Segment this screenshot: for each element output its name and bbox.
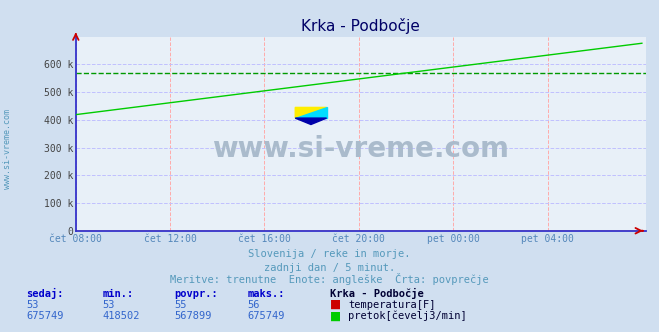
Text: Krka - Podbočje: Krka - Podbočje bbox=[330, 288, 423, 299]
Text: temperatura[F]: temperatura[F] bbox=[348, 300, 436, 310]
Text: maks.:: maks.: bbox=[247, 289, 285, 299]
Text: min.:: min.: bbox=[102, 289, 133, 299]
Polygon shape bbox=[295, 118, 327, 124]
Text: Meritve: trenutne  Enote: angleške  Črta: povprečje: Meritve: trenutne Enote: angleške Črta: … bbox=[170, 273, 489, 285]
Text: 55: 55 bbox=[175, 300, 187, 310]
Text: ■: ■ bbox=[330, 298, 341, 311]
Title: Krka - Podbočje: Krka - Podbočje bbox=[301, 18, 420, 34]
Text: 675749: 675749 bbox=[26, 311, 64, 321]
Polygon shape bbox=[295, 108, 327, 118]
Text: 567899: 567899 bbox=[175, 311, 212, 321]
Polygon shape bbox=[295, 108, 327, 118]
Text: 675749: 675749 bbox=[247, 311, 285, 321]
Text: ■: ■ bbox=[330, 309, 341, 322]
Text: 53: 53 bbox=[26, 300, 39, 310]
Text: Slovenija / reke in morje.: Slovenija / reke in morje. bbox=[248, 249, 411, 259]
Text: povpr.:: povpr.: bbox=[175, 289, 218, 299]
Text: www.si-vreme.com: www.si-vreme.com bbox=[3, 110, 13, 189]
Text: zadnji dan / 5 minut.: zadnji dan / 5 minut. bbox=[264, 263, 395, 273]
Text: 56: 56 bbox=[247, 300, 260, 310]
Text: pretok[čevelj3/min]: pretok[čevelj3/min] bbox=[348, 311, 467, 321]
Text: sedaj:: sedaj: bbox=[26, 288, 64, 299]
Text: 53: 53 bbox=[102, 300, 115, 310]
Text: www.si-vreme.com: www.si-vreme.com bbox=[212, 135, 509, 163]
Text: 418502: 418502 bbox=[102, 311, 140, 321]
